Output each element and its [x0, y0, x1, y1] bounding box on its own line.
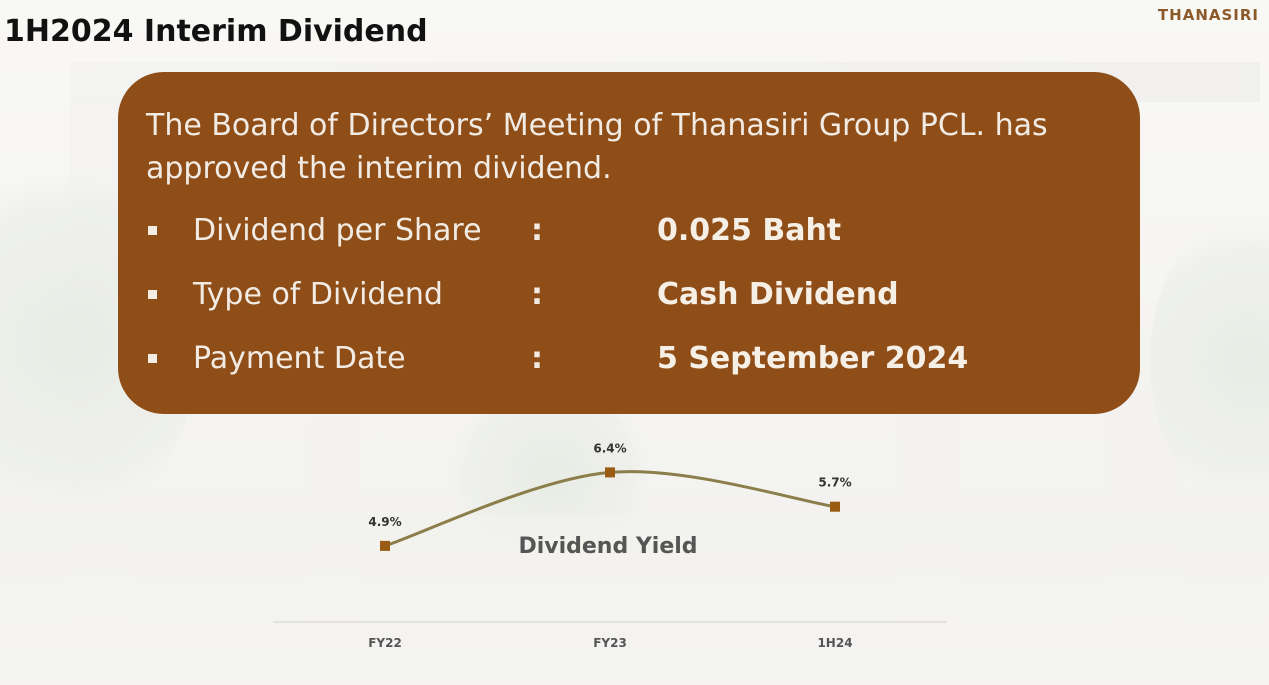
row-label: Type of Dividend: [193, 277, 443, 312]
row-dividend-per-share: Dividend per Share : 0.025 Baht: [146, 213, 1106, 253]
announcement-text: The Board of Directors’ Meeting of Thana…: [146, 108, 1048, 186]
page-title: 1H2024 Interim Dividend: [4, 14, 428, 49]
row-colon: :: [531, 277, 543, 312]
row-label: Payment Date: [193, 341, 406, 376]
row-value: 0.025 Baht: [657, 213, 842, 248]
bullet-icon: [148, 290, 157, 299]
row-payment-date: Payment Date : 5 September 2024: [146, 341, 1106, 381]
row-value: 5 September 2024: [657, 341, 969, 376]
row-colon: :: [531, 341, 543, 376]
bullet-icon: [148, 226, 157, 235]
row-colon: :: [531, 213, 543, 248]
row-value: Cash Dividend: [657, 277, 899, 312]
row-type-of-dividend: Type of Dividend : Cash Dividend: [146, 277, 1106, 317]
company-logo: THANASIRI: [1157, 6, 1259, 24]
dividend-announcement-card: The Board of Directors’ Meeting of Thana…: [118, 72, 1140, 414]
row-label: Dividend per Share: [193, 213, 482, 248]
bullet-icon: [148, 354, 157, 363]
